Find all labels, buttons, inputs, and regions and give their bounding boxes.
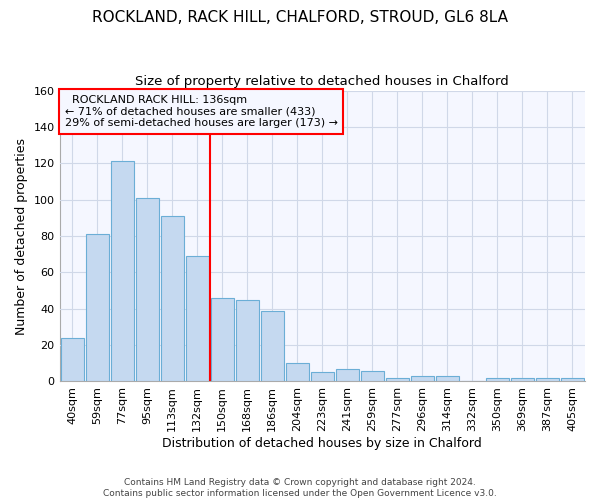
- Bar: [511, 378, 534, 382]
- Bar: [436, 376, 459, 382]
- Bar: [136, 198, 158, 382]
- Bar: [86, 234, 109, 382]
- Bar: [386, 378, 409, 382]
- Text: ROCKLAND, RACK HILL, CHALFORD, STROUD, GL6 8LA: ROCKLAND, RACK HILL, CHALFORD, STROUD, G…: [92, 10, 508, 25]
- Bar: [236, 300, 259, 382]
- Bar: [411, 376, 434, 382]
- Bar: [286, 364, 309, 382]
- Title: Size of property relative to detached houses in Chalford: Size of property relative to detached ho…: [136, 75, 509, 88]
- X-axis label: Distribution of detached houses by size in Chalford: Distribution of detached houses by size …: [163, 437, 482, 450]
- Bar: [561, 378, 584, 382]
- Bar: [261, 310, 284, 382]
- Bar: [336, 368, 359, 382]
- Text: Contains HM Land Registry data © Crown copyright and database right 2024.
Contai: Contains HM Land Registry data © Crown c…: [103, 478, 497, 498]
- Bar: [486, 378, 509, 382]
- Bar: [211, 298, 233, 382]
- Bar: [61, 338, 83, 382]
- Bar: [536, 378, 559, 382]
- Text: ROCKLAND RACK HILL: 136sqm
← 71% of detached houses are smaller (433)
29% of sem: ROCKLAND RACK HILL: 136sqm ← 71% of deta…: [65, 95, 338, 128]
- Bar: [361, 370, 384, 382]
- Bar: [185, 256, 209, 382]
- Bar: [311, 372, 334, 382]
- Bar: [110, 162, 134, 382]
- Y-axis label: Number of detached properties: Number of detached properties: [15, 138, 28, 334]
- Bar: [161, 216, 184, 382]
